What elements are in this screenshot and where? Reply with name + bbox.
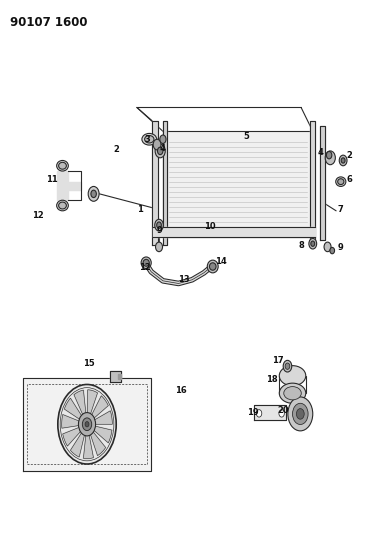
- Text: 11: 11: [46, 174, 58, 183]
- Circle shape: [85, 422, 89, 427]
- Text: 20: 20: [278, 406, 289, 415]
- Ellipse shape: [142, 133, 157, 145]
- Polygon shape: [110, 371, 121, 382]
- Circle shape: [82, 418, 92, 431]
- Text: 18: 18: [266, 375, 278, 384]
- Circle shape: [88, 187, 99, 201]
- Polygon shape: [62, 415, 80, 428]
- Circle shape: [325, 151, 335, 165]
- Text: 4: 4: [318, 148, 323, 157]
- Circle shape: [324, 242, 331, 252]
- Polygon shape: [153, 227, 315, 237]
- Text: 16: 16: [174, 385, 186, 394]
- Polygon shape: [254, 406, 285, 420]
- Circle shape: [309, 238, 317, 249]
- Ellipse shape: [207, 260, 218, 273]
- Circle shape: [288, 397, 313, 431]
- Text: 10: 10: [204, 222, 216, 231]
- Text: 13: 13: [178, 275, 190, 284]
- Ellipse shape: [59, 163, 66, 169]
- Circle shape: [283, 360, 292, 372]
- Text: 2: 2: [113, 146, 119, 155]
- Circle shape: [311, 241, 315, 246]
- Circle shape: [279, 410, 284, 417]
- Text: 14: 14: [216, 257, 227, 265]
- Text: 5: 5: [244, 132, 250, 141]
- Ellipse shape: [338, 179, 344, 184]
- Circle shape: [155, 144, 165, 158]
- Ellipse shape: [141, 257, 151, 269]
- Circle shape: [160, 135, 166, 143]
- Text: 12: 12: [32, 211, 44, 220]
- Text: 15: 15: [83, 359, 95, 367]
- Text: 3: 3: [145, 135, 150, 144]
- Circle shape: [285, 363, 290, 369]
- Text: 2: 2: [347, 151, 353, 160]
- Circle shape: [58, 384, 116, 464]
- Circle shape: [296, 409, 304, 419]
- Polygon shape: [57, 171, 81, 200]
- Circle shape: [91, 190, 96, 198]
- Polygon shape: [118, 374, 121, 379]
- Text: 9: 9: [156, 226, 162, 235]
- Polygon shape: [87, 390, 98, 416]
- Ellipse shape: [145, 135, 154, 143]
- Ellipse shape: [279, 366, 306, 386]
- Ellipse shape: [59, 202, 66, 209]
- Ellipse shape: [57, 200, 68, 211]
- Circle shape: [292, 403, 308, 424]
- Circle shape: [256, 410, 262, 417]
- Text: 1: 1: [137, 205, 143, 214]
- Polygon shape: [93, 411, 113, 424]
- Polygon shape: [90, 431, 106, 456]
- Circle shape: [157, 222, 162, 228]
- Circle shape: [341, 158, 345, 163]
- Polygon shape: [152, 120, 158, 245]
- Text: 6: 6: [347, 174, 353, 183]
- Text: 7: 7: [337, 205, 343, 214]
- Circle shape: [155, 219, 163, 231]
- Circle shape: [153, 139, 161, 150]
- Circle shape: [327, 151, 332, 159]
- Text: 4: 4: [160, 144, 166, 154]
- Polygon shape: [93, 426, 112, 443]
- Text: 9: 9: [337, 244, 343, 253]
- Ellipse shape: [279, 383, 306, 403]
- Polygon shape: [71, 431, 85, 457]
- Circle shape: [158, 147, 163, 155]
- Circle shape: [330, 247, 334, 254]
- Polygon shape: [163, 120, 167, 245]
- Text: 8: 8: [298, 241, 304, 250]
- Polygon shape: [83, 433, 93, 459]
- Polygon shape: [74, 390, 86, 416]
- Ellipse shape: [336, 177, 346, 187]
- Text: 90107 1600: 90107 1600: [10, 16, 87, 29]
- Polygon shape: [64, 398, 82, 420]
- Ellipse shape: [284, 386, 301, 400]
- Polygon shape: [91, 396, 108, 419]
- Ellipse shape: [57, 160, 68, 171]
- Circle shape: [78, 413, 96, 436]
- Polygon shape: [320, 126, 325, 240]
- Polygon shape: [163, 131, 313, 237]
- Polygon shape: [63, 427, 82, 446]
- Text: 12: 12: [140, 263, 151, 272]
- Text: 17: 17: [272, 357, 283, 366]
- Polygon shape: [23, 378, 151, 471]
- Circle shape: [156, 242, 163, 252]
- Circle shape: [339, 155, 347, 166]
- Ellipse shape: [143, 260, 149, 266]
- Text: 19: 19: [247, 408, 258, 417]
- Ellipse shape: [209, 263, 216, 270]
- Polygon shape: [310, 120, 315, 245]
